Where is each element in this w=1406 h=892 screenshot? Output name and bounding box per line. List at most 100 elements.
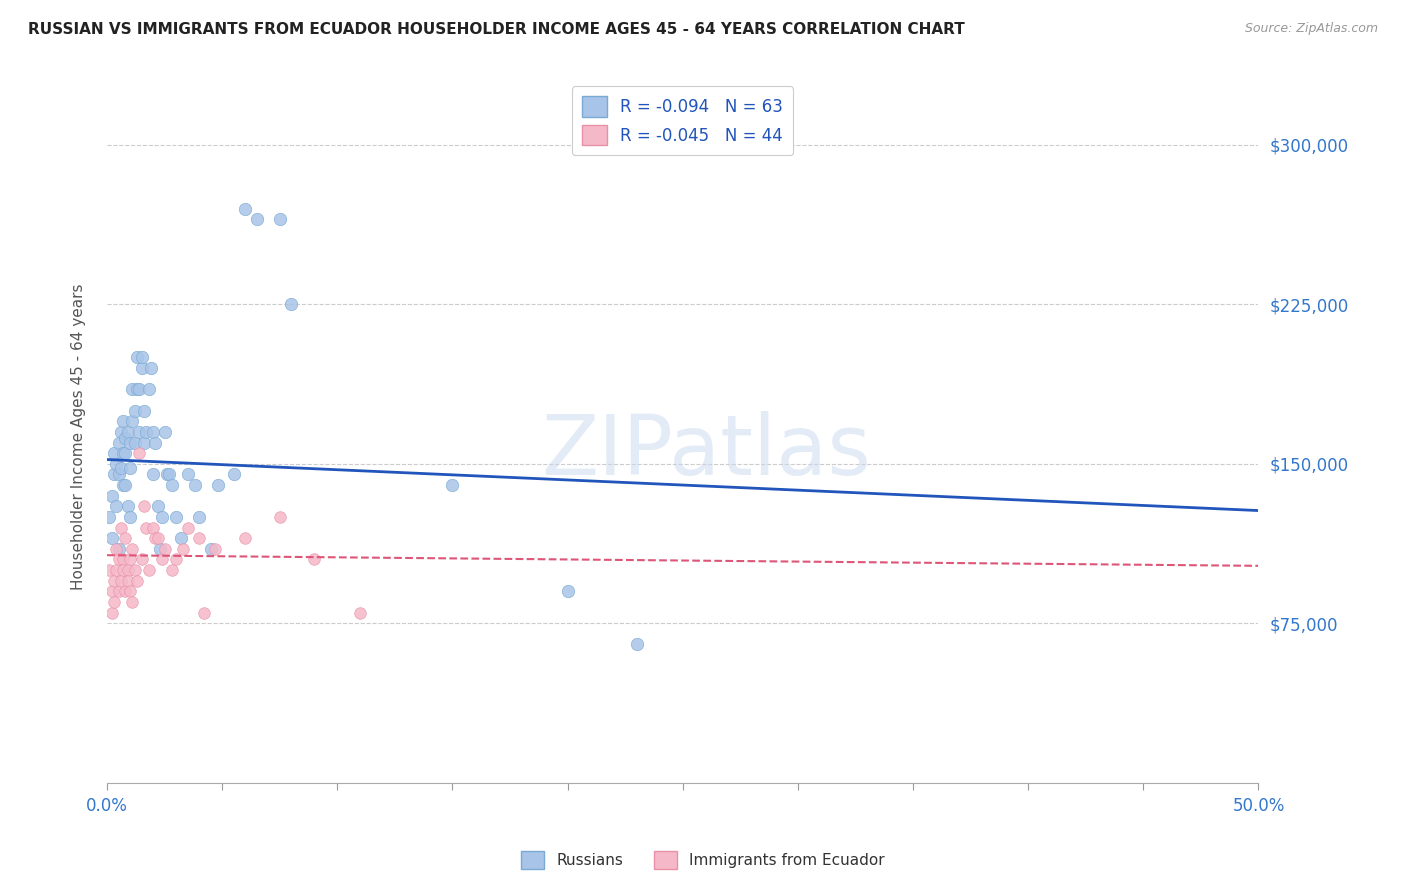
Point (112, 446, 135, 460)
Point (110, 520, 132, 534)
Point (142, 520, 165, 534)
Point (157, 467, 180, 482)
Point (120, 461, 142, 475)
Point (146, 500, 169, 514)
Point (103, 595, 125, 609)
Point (160, 563, 183, 577)
Point (160, 478, 183, 492)
Point (100, 531, 122, 545)
Point (132, 403, 155, 417)
Point (117, 425, 139, 439)
Point (105, 500, 128, 514)
Point (117, 500, 139, 514)
Point (183, 478, 205, 492)
Point (557, 584, 579, 599)
Point (128, 446, 150, 460)
Point (269, 212, 291, 227)
Point (204, 541, 226, 556)
Point (142, 467, 165, 482)
Point (105, 563, 128, 577)
Point (125, 383, 148, 397)
Point (172, 541, 194, 556)
Point (165, 510, 187, 524)
Point (139, 361, 162, 376)
Point (121, 595, 143, 609)
Point (153, 425, 176, 439)
Point (121, 383, 143, 397)
Point (107, 541, 129, 556)
Point (135, 520, 157, 534)
Point (110, 574, 132, 588)
Text: ZIPatlas: ZIPatlas (541, 410, 870, 491)
Point (107, 467, 129, 482)
Point (165, 552, 187, 566)
Point (233, 202, 256, 216)
Y-axis label: Householder Income Ages 45 - 64 years: Householder Income Ages 45 - 64 years (72, 284, 86, 591)
Point (98, 563, 121, 577)
Point (132, 435, 155, 450)
Point (120, 552, 142, 566)
Point (124, 435, 146, 450)
Point (114, 531, 136, 545)
Point (138, 563, 160, 577)
Point (441, 478, 464, 492)
Point (280, 297, 302, 311)
Point (200, 541, 222, 556)
Point (156, 467, 179, 482)
Point (125, 351, 148, 365)
Point (128, 383, 150, 397)
Text: Source: ZipAtlas.com: Source: ZipAtlas.com (1244, 22, 1378, 36)
Point (124, 563, 146, 577)
Point (233, 531, 256, 545)
Point (110, 425, 132, 439)
Point (120, 510, 142, 524)
Point (103, 574, 125, 588)
Point (170, 531, 193, 545)
Point (349, 606, 371, 620)
Point (128, 425, 150, 439)
Point (269, 510, 291, 524)
Point (138, 383, 160, 397)
Point (112, 563, 135, 577)
Text: RUSSIAN VS IMMIGRANTS FROM ECUADOR HOUSEHOLDER INCOME AGES 45 - 64 YEARS CORRELA: RUSSIAN VS IMMIGRANTS FROM ECUADOR HOUSE… (28, 22, 965, 37)
Point (107, 435, 129, 450)
Point (107, 552, 129, 566)
Point (222, 467, 245, 482)
Point (110, 461, 132, 475)
Point (103, 467, 125, 482)
Point (193, 606, 215, 620)
Point (103, 446, 125, 460)
Point (120, 584, 142, 599)
Point (112, 414, 135, 428)
Point (188, 510, 211, 524)
Point (626, 638, 648, 652)
Point (146, 531, 169, 545)
Point (176, 467, 198, 482)
Point (188, 531, 211, 545)
Point (112, 552, 135, 566)
Point (153, 541, 176, 556)
Point (131, 552, 153, 566)
Point (100, 584, 122, 599)
Point (114, 478, 136, 492)
Point (121, 414, 143, 428)
Point (114, 431, 136, 445)
Point (120, 435, 142, 450)
Point (105, 541, 128, 556)
Point (121, 541, 143, 556)
Point (145, 435, 167, 450)
Point (114, 446, 136, 460)
Point (304, 552, 326, 566)
Point (124, 403, 146, 417)
Point (142, 425, 165, 439)
Point (98, 510, 121, 524)
Point (125, 574, 148, 588)
Legend: R = -0.094   N = 63, R = -0.045   N = 44: R = -0.094 N = 63, R = -0.045 N = 44 (572, 87, 793, 155)
Point (105, 457, 128, 471)
Point (100, 606, 122, 620)
Point (117, 574, 139, 588)
Point (107, 584, 129, 599)
Legend: Russians, Immigrants from Ecuador: Russians, Immigrants from Ecuador (515, 845, 891, 875)
Point (132, 500, 155, 514)
Point (150, 510, 173, 524)
